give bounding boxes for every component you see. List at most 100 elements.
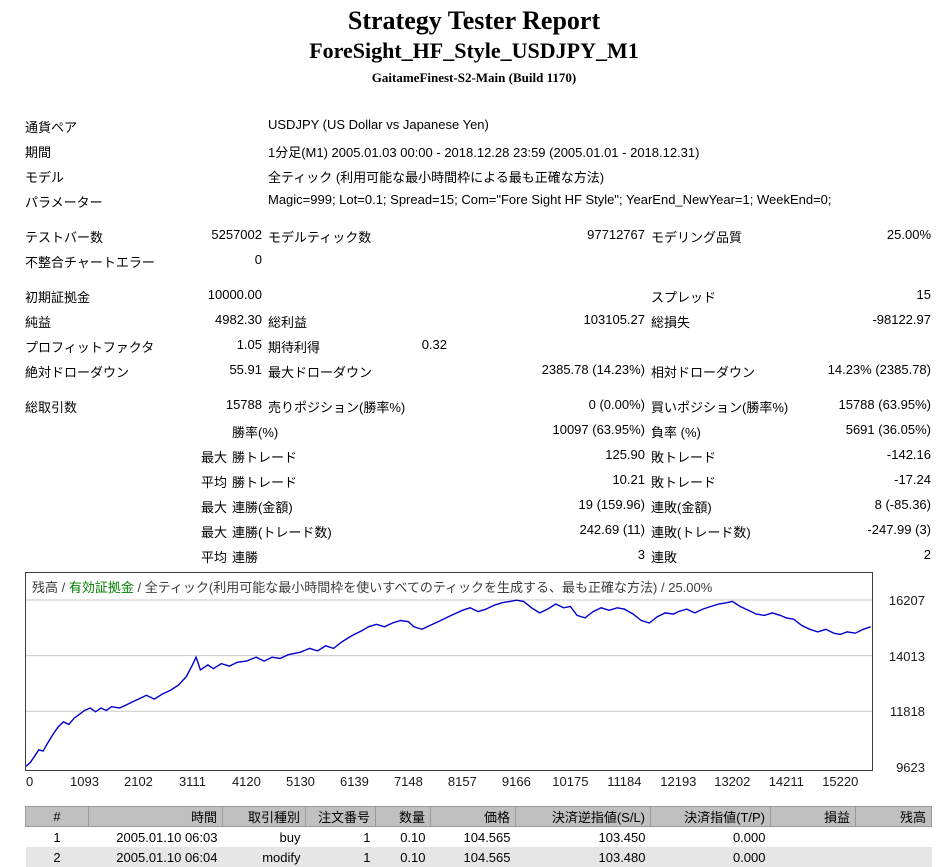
x-axis-label: 12193 bbox=[660, 774, 697, 789]
summary-cell: プロフィットファクタ bbox=[25, 340, 155, 355]
summary-cell: 15788 bbox=[225, 397, 262, 412]
summary-cell: 10000.00 bbox=[207, 287, 262, 302]
summary-row: モデル 全ティック (利用可能な最小時間枠による最も正確な方法) bbox=[25, 162, 931, 187]
trades-col-header: 損益 bbox=[770, 806, 856, 827]
summary-cell: 19 (159.96) bbox=[578, 497, 646, 512]
summary-row: 平均 勝トレード 10.21 敗トレード -17.24 bbox=[25, 467, 931, 492]
summary-cell: -98122.97 bbox=[872, 312, 931, 327]
summary-row: パラメーター Magic=999; Lot=0.1; Spread=15; Com… bbox=[25, 187, 931, 212]
summary-cell: -142.16 bbox=[886, 447, 931, 462]
summary-cell: Magic=999; Lot=0.1; Spread=15; Com="Fore… bbox=[268, 192, 832, 207]
x-axis-label: 14211 bbox=[768, 774, 804, 789]
summary-cell: 勝トレード bbox=[232, 475, 298, 490]
summary-cell: 不整合チャートエラー bbox=[25, 255, 155, 270]
summary-cell: 8 (-85.36) bbox=[874, 497, 931, 512]
trades-col-header: 注文番号 bbox=[305, 806, 376, 827]
summary-row: 最大 連勝(トレード数) 242.69 (11) 連敗(トレード数) -247.99 (… bbox=[25, 517, 931, 542]
trade-cell: 104.565 bbox=[463, 849, 511, 865]
summary-cell: 総取引数 bbox=[25, 400, 78, 415]
summary-cell: 125.90 bbox=[605, 447, 645, 462]
summary-cell: 総損失 bbox=[651, 315, 691, 330]
trade-cell: 0.10 bbox=[400, 849, 426, 865]
x-axis-label: 15220 bbox=[822, 774, 859, 789]
summary-cell: 初期証拠金 bbox=[25, 290, 91, 305]
x-axis-label: 11184 bbox=[607, 774, 642, 789]
summary-row: 純益 4982.30 総利益 103105.27 総損失 -98122.97 bbox=[25, 307, 931, 332]
summary-cell: スプレッド bbox=[651, 290, 717, 305]
summary-cell: 平均 bbox=[200, 550, 227, 565]
expert-name: ForeSight_HF_Style_USDJPY_M1 bbox=[309, 38, 639, 63]
trades-col-header: 決済逆指値(S/L) bbox=[515, 806, 651, 827]
chart-canvas bbox=[26, 599, 872, 767]
summary-cell: 全ティック (利用可能な最小時間枠による最も正確な方法) bbox=[268, 170, 605, 185]
balance-chart: 残高 / 有効証拠金 / 全ティック(利用可能な最小時間枠を使いすべてのティック… bbox=[25, 572, 873, 771]
summary-cell: 最大 bbox=[200, 500, 227, 515]
summary-cell: パラメーター bbox=[25, 195, 103, 210]
summary-row: 総取引数 15788 売りポジション(勝率%) 0 (0.00%) 買いポジション(勝率… bbox=[25, 392, 931, 417]
chart-legend: 残高 / 有効証拠金 / 全ティック(利用可能な最小時間枠を使いすべてのティック… bbox=[32, 577, 712, 596]
y-axis-label: 11818 bbox=[889, 704, 925, 720]
summary-cell: -247.99 (3) bbox=[867, 522, 931, 537]
summary-row: 勝率(%) 10097 (63.95%) 負率 (%) 5691 (36.05%) bbox=[25, 417, 931, 442]
summary-cell: -17.24 bbox=[894, 472, 931, 487]
trade-cell bbox=[856, 827, 932, 848]
summary-cell: 敗トレード bbox=[651, 475, 717, 490]
summary-cell: 絶対ドローダウン bbox=[25, 365, 130, 380]
summary-cell: 0.32 bbox=[421, 337, 447, 352]
page-title: Strategy Tester Report bbox=[347, 6, 601, 35]
summary-cell: 総利益 bbox=[268, 315, 308, 330]
summary-cell: 242.69 (11) bbox=[579, 522, 645, 537]
x-axis-label: 9166 bbox=[501, 774, 531, 789]
y-axis-label: 16207 bbox=[888, 593, 925, 608]
x-axis-label: 1093 bbox=[70, 774, 99, 789]
summary-cell: 0 bbox=[254, 252, 262, 267]
summary-cell: 連勝(金額) bbox=[232, 500, 293, 515]
x-axis-label: 7148 bbox=[393, 774, 423, 789]
summary-cell: 連敗(トレード数) bbox=[651, 525, 751, 540]
summary-cell: モデル bbox=[25, 170, 65, 185]
summary-row: プロフィットファクタ 1.05 期待利得 0.32 bbox=[25, 332, 931, 357]
x-axis-label: 0 bbox=[26, 774, 34, 789]
summary-row: テストバー数 5257002 モデルティック数 97712767 モデリング品質 25.0… bbox=[25, 222, 931, 247]
summary-cell: 0 (0.00%) bbox=[588, 397, 645, 412]
trades-col-header: 取引種別 bbox=[222, 806, 306, 827]
y-axis-label: 14013 bbox=[888, 648, 925, 664]
summary-cell: 純益 bbox=[25, 315, 52, 330]
summary-cell: 4982.30 bbox=[215, 312, 262, 327]
summary-cell: 買いポジション(勝率%) bbox=[651, 400, 789, 415]
x-axis-label: 3111 bbox=[178, 774, 206, 789]
trade-cell: 1 bbox=[363, 829, 371, 845]
summary-cell: 最大 bbox=[200, 525, 227, 540]
trades-table: # 時間 取引種別 注文番号 数量 価格 決済逆指値(S/L) 決済指値(T/P) 損益 残高 1… bbox=[25, 806, 932, 867]
summary-cell: 最大 bbox=[200, 450, 227, 465]
summary-cell: 5691 (36.05%) bbox=[845, 422, 931, 437]
trades-col-header: 時間 bbox=[88, 806, 223, 827]
legend-equity: 有効証拠金 bbox=[68, 580, 134, 595]
x-axis-label: 2102 bbox=[123, 774, 153, 789]
legend-part: 残高 bbox=[32, 580, 59, 595]
summary-cell: 1分足(M1) 2005.01.03 00:00 - 2018.12.28 23… bbox=[268, 145, 700, 160]
summary-cell: 相対ドローダウン bbox=[651, 365, 756, 380]
summary-cell: 15 bbox=[916, 287, 931, 302]
summary-cell: 期間 bbox=[25, 145, 52, 160]
trade-cell bbox=[856, 847, 932, 867]
summary-cell: 97712767 bbox=[587, 227, 645, 242]
legend-part: / bbox=[58, 580, 69, 595]
x-axis: 0 1093 2102 3111 4120 5130 6139 7148 8157 9166 101… bbox=[25, 774, 948, 792]
summary-cell: 売りポジション(勝率%) bbox=[268, 400, 406, 415]
x-axis-label: 10175 bbox=[552, 774, 589, 789]
trade-cell: 0.10 bbox=[400, 829, 426, 845]
summary-cell: モデリング品質 bbox=[651, 230, 743, 245]
trade-cell: 103.450 bbox=[598, 829, 646, 845]
legend-part: / 全ティック(利用可能な最小時間枠を使いすべてのティックを生成する、最も正確な… bbox=[133, 580, 713, 595]
summary-cell: テストバー数 bbox=[25, 230, 104, 245]
terminal-build: GaitameFinest-S2-Main (Build 1170) bbox=[371, 70, 577, 85]
trade-cell: 0.000 bbox=[732, 849, 766, 865]
summary-cell: USDJPY (US Dollar vs Japanese Yen) bbox=[268, 117, 489, 132]
summary-cell: 1.05 bbox=[236, 337, 262, 352]
summary-cell: 連敗 bbox=[651, 550, 678, 565]
trades-col-header: 数量 bbox=[375, 806, 431, 827]
report-header: Strategy Tester Report ForeSight_HF_Styl… bbox=[0, 0, 948, 86]
trade-cell: 0.000 bbox=[732, 829, 766, 845]
summary-cell: 55.91 bbox=[229, 362, 262, 377]
